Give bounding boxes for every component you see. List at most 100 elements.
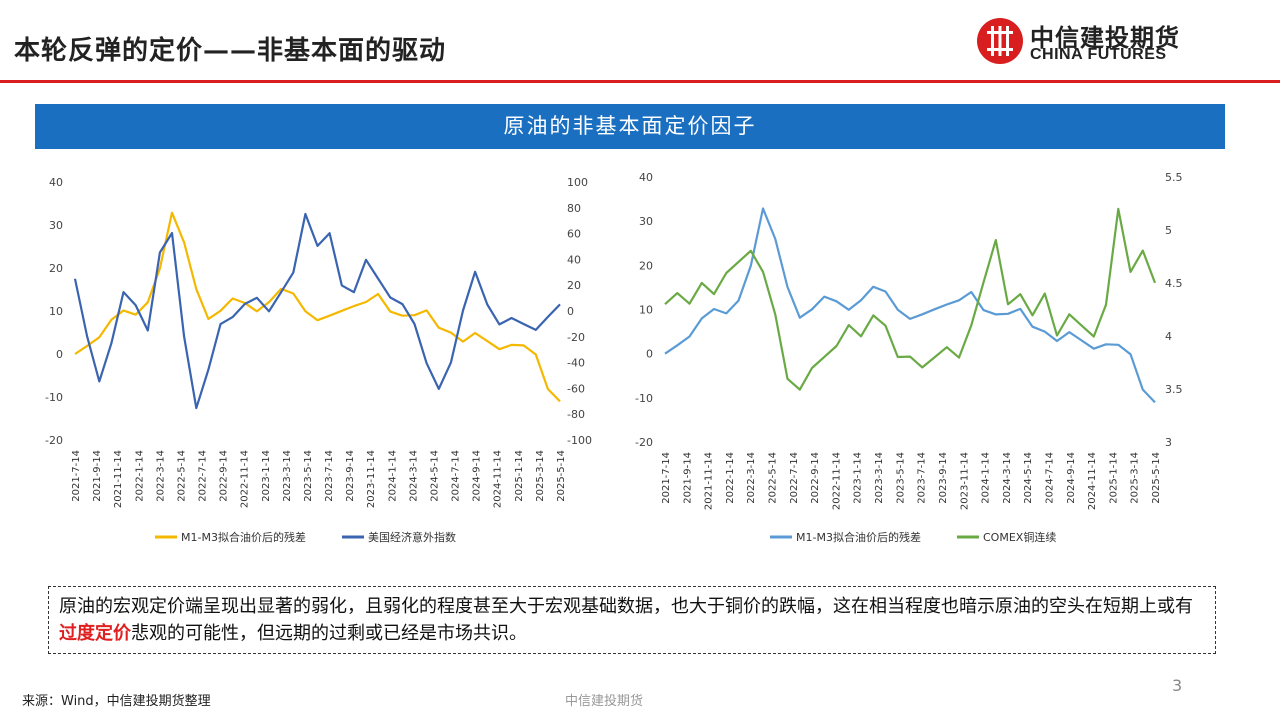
x-tick-label: 2024-3-14 bbox=[408, 450, 419, 502]
x-tick-label: 2023-7-14 bbox=[917, 452, 928, 504]
x-tick-label: 2025-3-14 bbox=[1130, 452, 1141, 504]
x-tick-label: 2023-7-14 bbox=[324, 450, 335, 502]
x-tick-label: 2025-5-14 bbox=[556, 450, 567, 502]
y-left-tick-label: 20 bbox=[49, 262, 63, 275]
y-right-tick-label: 0 bbox=[567, 305, 574, 318]
x-tick-label: 2024-5-14 bbox=[1023, 452, 1034, 504]
y-right-tick-label: 4.5 bbox=[1165, 277, 1183, 290]
x-tick-label: 2024-1-14 bbox=[981, 452, 992, 504]
x-tick-label: 2023-5-14 bbox=[303, 450, 314, 502]
x-tick-label: 2024-9-14 bbox=[472, 450, 483, 502]
x-tick-label: 2024-1-14 bbox=[387, 450, 398, 502]
commentary-text-2: 悲观的可能性，但远期的过剩或已经是市场共识。 bbox=[131, 623, 527, 644]
chart-right: 40 30 20 10 0 -10 -20 5.5 5 4.5 4 3.5 3 2021-7-14 2021… bbox=[635, 171, 1183, 544]
y-left-tick-label: 0 bbox=[646, 348, 653, 361]
y-left-tick-label: 10 bbox=[49, 305, 63, 318]
x-tick-label: 2022-1-14 bbox=[725, 452, 736, 504]
x-tick-label: 2022-3-14 bbox=[155, 450, 166, 502]
legend-label: COMEX铜连续 bbox=[983, 530, 1056, 544]
x-tick-label: 2021-7-14 bbox=[71, 450, 82, 502]
company-logo: 中信建投期货 CHINA FUTURES bbox=[975, 16, 1205, 68]
y-left-tick-label: -20 bbox=[635, 436, 653, 449]
x-tick-label: 2021-11-14 bbox=[704, 452, 715, 510]
logo-text-en: CHINA FUTURES bbox=[1030, 46, 1167, 63]
x-tick-label: 2025-3-14 bbox=[535, 450, 546, 502]
y-left-tick-label: 30 bbox=[49, 219, 63, 232]
source-note: 来源：Wind，中信建投期货整理 bbox=[22, 694, 211, 709]
legend-label: M1-M3拟合油价后的残差 bbox=[796, 530, 921, 544]
citic-logo-icon bbox=[977, 18, 1023, 64]
y-left-tick-label: 40 bbox=[49, 176, 63, 189]
x-tick-label: 2021-7-14 bbox=[661, 452, 672, 504]
commentary-text-1: 原油的宏观定价端呈现出显著的弱化，且弱化的程度甚至大于宏观基础数据，也大于铜价的… bbox=[59, 596, 1193, 617]
x-tick-label: 2023-11-14 bbox=[959, 452, 970, 510]
x-tick-label: 2024-5-14 bbox=[429, 450, 440, 502]
legend-label: 美国经济意外指数 bbox=[368, 530, 456, 544]
x-tick-label: 2022-11-14 bbox=[240, 450, 251, 508]
x-tick-label: 2023-11-14 bbox=[366, 450, 377, 508]
y-right-tick-label: 60 bbox=[567, 228, 581, 241]
series-line bbox=[74, 211, 561, 403]
x-tick-label: 2025-1-14 bbox=[1108, 452, 1119, 504]
y-right-tick-label: 100 bbox=[567, 176, 588, 189]
x-tick-label: 2023-9-14 bbox=[345, 450, 356, 502]
x-tick-label: 2023-1-14 bbox=[261, 450, 272, 502]
y-left-tick-label: -10 bbox=[45, 391, 63, 404]
footer-brand: 中信建投期货 bbox=[565, 694, 644, 709]
logo-text-cn: 中信建投期货 bbox=[1030, 24, 1180, 52]
x-tick-label: 2024-11-14 bbox=[1087, 452, 1098, 510]
chart-left: 403020100-10-20100806040200-20-40-60-80-… bbox=[45, 176, 592, 544]
x-tick-label: 2023-5-14 bbox=[895, 452, 906, 504]
y-right-tick-label: 4 bbox=[1165, 330, 1172, 343]
y-right-tick-label: -100 bbox=[567, 434, 592, 447]
series-line bbox=[73, 212, 561, 410]
x-tick-label: 2025-1-14 bbox=[514, 450, 525, 502]
x-tick-label: 2021-9-14 bbox=[92, 450, 103, 502]
x-tick-label: 2021-11-14 bbox=[113, 450, 124, 508]
y-left-tick-label: 20 bbox=[639, 259, 653, 272]
x-tick-label: 2025-5-14 bbox=[1151, 452, 1162, 504]
x-tick-label: 2022-5-14 bbox=[176, 450, 187, 502]
commentary-box: 原油的宏观定价端呈现出显著的弱化，且弱化的程度甚至大于宏观基础数据，也大于铜价的… bbox=[48, 586, 1216, 654]
x-tick-label: 2022-11-14 bbox=[831, 452, 842, 510]
y-left-tick-label: 40 bbox=[639, 171, 653, 184]
x-tick-label: 2023-1-14 bbox=[853, 452, 864, 504]
y-right-tick-label: -80 bbox=[567, 408, 585, 421]
series-line bbox=[664, 207, 1157, 391]
y-right-tick-label: -60 bbox=[567, 382, 585, 395]
y-right-tick-label: -20 bbox=[567, 331, 585, 344]
y-right-tick-label: 3.5 bbox=[1165, 383, 1183, 396]
y-right-tick-label: 80 bbox=[567, 202, 581, 215]
header-divider bbox=[0, 80, 1280, 83]
x-tick-label: 2022-9-14 bbox=[810, 452, 821, 504]
x-tick-label: 2024-9-14 bbox=[1066, 452, 1077, 504]
x-tick-label: 2024-11-14 bbox=[493, 450, 504, 508]
x-tick-label: 2024-7-14 bbox=[451, 450, 462, 502]
x-tick-label: 2023-3-14 bbox=[282, 450, 293, 502]
x-tick-label: 2024-7-14 bbox=[1044, 452, 1055, 504]
y-left-tick-label: 0 bbox=[56, 348, 63, 361]
y-right-tick-label: 5 bbox=[1165, 224, 1172, 237]
x-tick-label: 2021-9-14 bbox=[682, 452, 693, 504]
x-tick-label: 2022-9-14 bbox=[219, 450, 230, 502]
page-title: 本轮反弹的定价——非基本面的驱动 bbox=[14, 36, 447, 66]
y-right-tick-label: 3 bbox=[1165, 436, 1172, 449]
x-tick-label: 2022-7-14 bbox=[198, 450, 209, 502]
y-left-tick-label: -10 bbox=[635, 392, 653, 405]
commentary-highlight: 过度定价 bbox=[59, 623, 131, 644]
section-banner: 原油的非基本面定价因子 bbox=[35, 104, 1225, 149]
x-tick-label: 2024-3-14 bbox=[1002, 452, 1013, 504]
y-right-tick-label: 20 bbox=[567, 279, 581, 292]
x-tick-label: 2022-7-14 bbox=[789, 452, 800, 504]
x-tick-label: 2023-9-14 bbox=[938, 452, 949, 504]
series-line bbox=[664, 207, 1156, 404]
x-tick-label: 2022-3-14 bbox=[746, 452, 757, 504]
y-left-tick-label: 30 bbox=[639, 215, 653, 228]
legend-label: M1-M3拟合油价后的残差 bbox=[181, 530, 306, 544]
x-tick-label: 2022-5-14 bbox=[768, 452, 779, 504]
y-right-tick-label: 5.5 bbox=[1165, 171, 1183, 184]
y-right-tick-label: -40 bbox=[567, 357, 585, 370]
page-number: 3 bbox=[1172, 676, 1183, 695]
y-left-tick-label: 10 bbox=[639, 304, 653, 317]
y-right-tick-label: 40 bbox=[567, 253, 581, 266]
